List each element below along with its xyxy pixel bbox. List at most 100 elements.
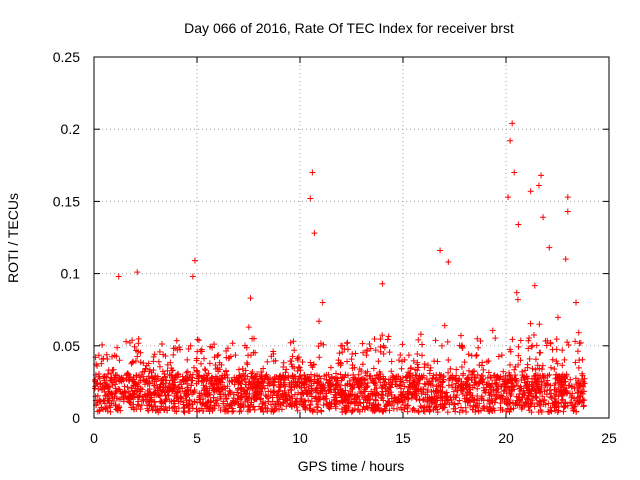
data-point xyxy=(521,376,528,383)
data-point xyxy=(142,365,149,372)
data-point xyxy=(432,337,439,344)
data-point xyxy=(536,321,543,328)
data-point xyxy=(140,360,147,367)
data-point xyxy=(129,390,136,397)
data-point xyxy=(273,405,280,412)
data-point xyxy=(336,350,343,357)
data-point xyxy=(177,398,184,405)
data-point xyxy=(175,384,182,391)
data-point xyxy=(111,393,118,400)
data-point xyxy=(210,382,217,389)
data-point xyxy=(145,360,152,367)
data-point xyxy=(246,378,253,385)
data-point xyxy=(245,379,252,386)
data-point xyxy=(408,364,415,371)
data-point xyxy=(364,348,371,355)
data-point xyxy=(555,384,562,391)
data-point xyxy=(194,375,201,382)
data-point xyxy=(562,374,569,381)
data-point xyxy=(440,403,447,410)
data-point xyxy=(506,408,513,415)
data-point xyxy=(433,383,440,390)
data-point xyxy=(343,397,350,404)
data-point xyxy=(360,388,367,395)
y-tick-label: 0.15 xyxy=(53,193,80,209)
data-point xyxy=(564,208,571,215)
data-point xyxy=(526,355,533,362)
data-point xyxy=(134,353,141,360)
data-point xyxy=(498,395,505,402)
data-point xyxy=(202,367,209,374)
data-point xyxy=(553,336,560,343)
data-point xyxy=(346,381,353,388)
data-point xyxy=(542,338,549,345)
data-point xyxy=(474,404,481,411)
data-point xyxy=(580,380,587,387)
data-point xyxy=(319,299,326,306)
data-point xyxy=(162,384,169,391)
data-point xyxy=(141,368,148,375)
data-point xyxy=(151,390,158,397)
data-point xyxy=(572,338,579,345)
data-point xyxy=(416,372,423,379)
data-point xyxy=(102,382,109,389)
data-point xyxy=(156,393,163,400)
data-point xyxy=(404,396,411,403)
data-point xyxy=(359,361,366,368)
y-tick-label: 0.05 xyxy=(53,338,80,354)
data-point xyxy=(385,380,392,387)
data-point xyxy=(429,375,436,382)
data-point xyxy=(435,392,442,399)
data-point xyxy=(388,358,395,365)
data-point xyxy=(237,404,244,411)
data-point xyxy=(254,384,261,391)
chart-title: Day 066 of 2016, Rate Of TEC Index for r… xyxy=(184,20,514,36)
data-point xyxy=(388,368,395,375)
data-point xyxy=(110,398,117,405)
data-point xyxy=(534,385,541,392)
data-point xyxy=(98,404,105,411)
data-point xyxy=(280,399,287,406)
data-point xyxy=(111,352,118,359)
data-point xyxy=(574,390,581,397)
data-point xyxy=(251,381,258,388)
data-point xyxy=(581,388,588,395)
data-point xyxy=(108,378,115,385)
data-point xyxy=(450,388,457,395)
data-point xyxy=(379,332,386,339)
data-point xyxy=(113,387,120,394)
data-point xyxy=(443,393,450,400)
data-point xyxy=(303,381,310,388)
data-point xyxy=(410,405,417,412)
data-point xyxy=(501,378,508,385)
data-point xyxy=(471,374,478,381)
data-point xyxy=(446,375,453,382)
data-point xyxy=(223,368,230,375)
data-point xyxy=(135,335,142,342)
data-point xyxy=(267,380,274,387)
data-point xyxy=(256,375,263,382)
data-point xyxy=(465,367,472,374)
data-point xyxy=(162,403,169,410)
data-point xyxy=(459,407,466,414)
data-point xyxy=(256,388,263,395)
data-point xyxy=(382,383,389,390)
data-point xyxy=(96,396,103,403)
data-point xyxy=(538,378,545,385)
data-point xyxy=(555,314,562,321)
data-point xyxy=(509,120,516,127)
data-point xyxy=(303,390,310,397)
data-point xyxy=(116,357,123,364)
data-point xyxy=(235,366,242,373)
data-point xyxy=(101,377,108,384)
data-point xyxy=(448,397,455,404)
data-point xyxy=(363,352,370,359)
data-point xyxy=(105,367,112,374)
data-point xyxy=(408,395,415,402)
data-point xyxy=(191,386,198,393)
data-point xyxy=(152,403,159,410)
data-point xyxy=(360,399,367,406)
data-point xyxy=(134,387,141,394)
data-point xyxy=(397,351,404,358)
data-point xyxy=(464,381,471,388)
